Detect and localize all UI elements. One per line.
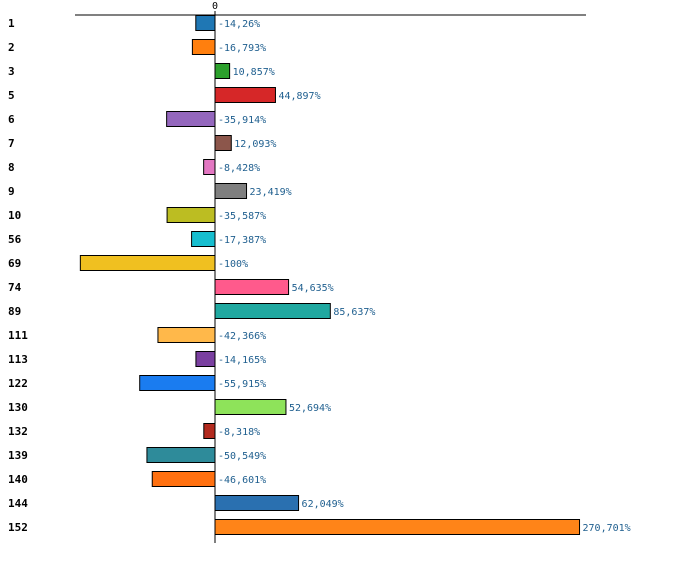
category-label: 3 (8, 65, 15, 78)
value-label: -100% (218, 259, 248, 270)
category-label: 140 (8, 473, 28, 486)
bar (214, 303, 331, 319)
value-label: -42,366% (218, 331, 266, 342)
category-label: 9 (8, 185, 15, 198)
value-label: -16,793% (218, 43, 266, 54)
category-label: 6 (8, 113, 15, 126)
value-label: -35,587% (218, 211, 266, 222)
bar (214, 495, 300, 511)
value-label: 62,049% (302, 499, 344, 510)
bar (166, 207, 216, 223)
value-label: 85,637% (333, 307, 375, 318)
value-label: -55,915% (218, 379, 266, 390)
category-label: 8 (8, 161, 15, 174)
value-label: -46,601% (218, 475, 266, 486)
value-label: 44,897% (278, 91, 320, 102)
category-label: 56 (8, 233, 22, 246)
bar (146, 447, 216, 463)
bar (195, 15, 216, 31)
bar (195, 351, 216, 367)
bar (214, 279, 290, 295)
category-label: 5 (8, 89, 15, 102)
category-label: 132 (8, 425, 28, 438)
bar (191, 39, 216, 55)
value-label: 10,857% (233, 67, 275, 78)
bar (214, 399, 287, 415)
bar (203, 423, 216, 439)
category-label: 111 (8, 329, 28, 342)
value-label: 23,419% (250, 187, 292, 198)
value-label: 52,694% (289, 403, 331, 414)
bar (203, 159, 216, 175)
bar (191, 231, 216, 247)
category-label: 152 (8, 521, 28, 534)
category-label: 7 (8, 137, 15, 150)
category-label: 122 (8, 377, 28, 390)
bar (214, 63, 231, 79)
category-label: 2 (8, 41, 15, 54)
value-label: -14,26% (218, 19, 260, 30)
value-label: -8,318% (218, 427, 260, 438)
category-label: 113 (8, 353, 28, 366)
value-label: -14,165% (218, 355, 266, 366)
bar (214, 135, 232, 151)
zero-tick-label: 0 (212, 1, 218, 12)
bar (214, 519, 581, 535)
bar (79, 255, 216, 271)
bar (166, 111, 216, 127)
bar (151, 471, 216, 487)
category-label: 10 (8, 209, 21, 222)
bar (157, 327, 216, 343)
bar (214, 87, 276, 103)
value-label: 12,093% (234, 139, 276, 150)
value-label: 54,635% (292, 283, 334, 294)
value-label: -17,387% (218, 235, 266, 246)
category-label: 144 (8, 497, 28, 510)
bar (214, 183, 248, 199)
bar (139, 375, 216, 391)
category-label: 1 (8, 17, 15, 30)
category-label: 74 (8, 281, 22, 294)
category-label: 69 (8, 257, 21, 270)
value-label: -8,428% (218, 163, 260, 174)
category-label: 139 (8, 449, 28, 462)
value-label: -35,914% (218, 115, 266, 126)
bars-group: 1 -14,26% 2 -16,793% 3 10,857% 5 44,897% 6 -35,91… (8, 15, 631, 535)
category-label: 130 (8, 401, 28, 414)
category-label: 89 (8, 305, 21, 318)
value-label: 270,701% (583, 523, 631, 534)
value-label: -50,549% (218, 451, 266, 462)
